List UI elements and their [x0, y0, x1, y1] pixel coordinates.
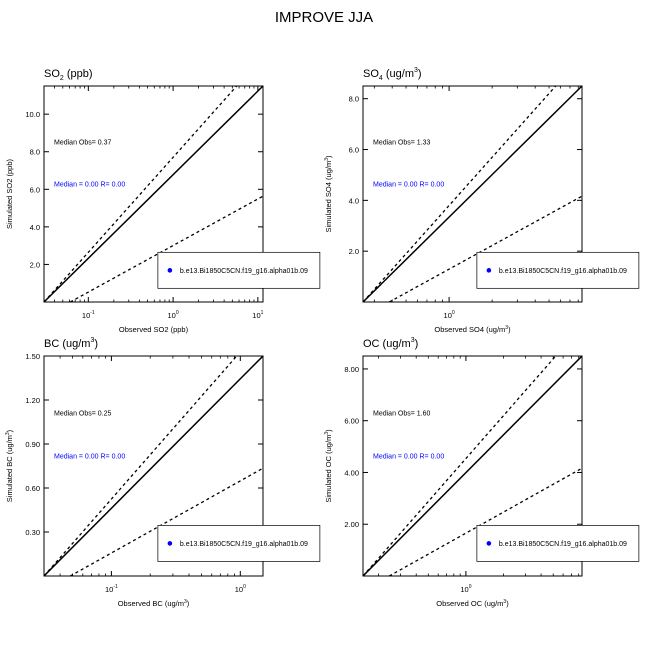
x-axis-label: Observed BC (ug/m3)	[118, 599, 190, 608]
reference-lines	[363, 86, 582, 302]
legend-label: b.e13.Bi1850C5CN.f19_g16.alpha01b.09	[499, 541, 627, 548]
axes-frame	[43, 85, 264, 303]
line-1to2	[388, 195, 582, 302]
axes-frame	[362, 85, 583, 303]
line-1to1	[44, 86, 263, 302]
legend: b.e13.Bi1850C5CN.f19_g16.alpha01b.09	[476, 525, 640, 562]
y-tick-label: 8.0	[30, 148, 40, 157]
x-axis-label: Observed OC (ug/m3)	[436, 599, 509, 608]
legend-box	[476, 251, 640, 289]
y-tick-label: 2.0	[30, 260, 40, 269]
y-tick-label: 8.0	[349, 95, 359, 104]
y-tick-label: 6.0	[349, 146, 359, 155]
y-tick-label: 10.0	[25, 110, 40, 119]
y-tick-label: 4.0	[349, 196, 359, 205]
legend-marker	[167, 268, 173, 273]
median-model-text: Median = 0.00 R= 0.00	[54, 453, 125, 460]
legend-box	[157, 525, 321, 562]
legend: b.e13.Bi1850C5CN.f19_g16.alpha01b.09	[157, 251, 321, 289]
y-tick-label: 6.00	[344, 417, 359, 426]
x-tick-label: 10-1	[82, 310, 95, 320]
y-tick-label: 2.0	[349, 247, 359, 256]
legend-label: b.e13.Bi1850C5CN.f19_g16.alpha01b.09	[499, 268, 627, 275]
panel-title: SO4 (ug/m3)	[363, 67, 422, 82]
line-1to2	[388, 467, 582, 576]
panel-2: 2.0 4.0 6.0 8.0 100 SO4 (ug/m3) Observed SO4 (…	[324, 67, 640, 334]
y-axis-label: Simulated OC (ug/m3)	[324, 429, 333, 503]
x-axis-label: Observed SO2 (ppb)	[119, 325, 189, 334]
y-tick-label: 1.50	[25, 352, 40, 361]
legend: b.e13.Bi1850C5CN.f19_g16.alpha01b.09	[157, 525, 321, 562]
reference-lines	[44, 86, 263, 302]
x-tick-label: 100	[444, 310, 455, 320]
y-tick-label: 6.0	[30, 185, 40, 194]
line-2to1	[44, 356, 238, 576]
median-obs-text: Median Obs= 0.37	[54, 139, 112, 146]
y-axis-label: Simulated SO4 (ug/m3)	[324, 155, 333, 232]
y-tick-label: 4.0	[30, 223, 40, 232]
line-2to1	[363, 356, 557, 576]
x-tick-label: 10-1	[105, 584, 118, 594]
x-tick-label: 100	[460, 584, 471, 594]
y-tick-label: 0.30	[25, 528, 40, 537]
y-tick-label: 8.00	[344, 365, 359, 374]
legend-marker	[486, 268, 492, 273]
y-tick-label: 4.00	[344, 468, 359, 477]
figure-title: IMPROVE JJA	[274, 9, 374, 26]
line-2to1	[44, 86, 238, 302]
legend-box	[157, 251, 321, 289]
panel-title: OC (ug/m3)	[363, 337, 418, 350]
legend-label: b.e13.Bi1850C5CN.f19_g16.alpha01b.09	[180, 268, 308, 275]
line-1to1	[363, 356, 582, 576]
legend: b.e13.Bi1850C5CN.f19_g16.alpha01b.09	[476, 251, 640, 289]
x-tick-label: 100	[235, 584, 246, 594]
y-axis-label: Simulated SO2 (ppb)	[5, 158, 14, 229]
median-model-text: Median = 0.00 R= 0.00	[54, 181, 125, 188]
panel-title: SO2 (ppb)	[44, 68, 93, 82]
y-axis-label: Simulated BC (ug/m3)	[5, 429, 14, 502]
legend-marker	[486, 541, 492, 546]
median-obs-text: Median Obs= 1.60	[373, 410, 431, 417]
x-tick-label: 100	[168, 310, 179, 320]
line-1to2	[69, 195, 263, 302]
y-tick-label: 0.90	[25, 440, 40, 449]
y-tick-label: 2.00	[344, 520, 359, 529]
median-obs-text: Median Obs= 1.33	[373, 139, 431, 146]
panel-4: 2.00 4.00 6.00 8.00 100 OC (ug/m3) Observed OC…	[324, 337, 640, 608]
x-axis-label: Observed SO4 (ug/m3)	[434, 325, 511, 334]
panel-title: BC (ug/m3)	[44, 337, 98, 350]
median-model-text: Median = 0.00 R= 0.00	[373, 181, 444, 188]
legend-box	[476, 525, 640, 562]
x-tick-label: 101	[252, 310, 263, 320]
axes-frame	[362, 355, 583, 577]
line-1to1	[363, 86, 582, 302]
line-1to2	[69, 467, 263, 576]
legend-marker	[167, 541, 173, 546]
y-tick-label: 1.20	[25, 396, 40, 405]
panel-3: 0.30 0.60 0.90 1.20 1.50 10-1 100 BC (ug/m3) Obs…	[5, 337, 321, 608]
median-obs-text: Median Obs= 0.25	[54, 410, 112, 417]
reference-lines	[363, 356, 582, 576]
reference-lines	[44, 356, 263, 576]
panel-1: 2.0 4.0 6.0 8.0 10.0 10-1 100 101 SO2 (ppb) Obser…	[5, 68, 321, 334]
line-2to1	[363, 86, 557, 302]
line-1to1	[44, 356, 263, 576]
legend-label: b.e13.Bi1850C5CN.f19_g16.alpha01b.09	[180, 541, 308, 548]
axes-frame	[43, 355, 264, 577]
median-model-text: Median = 0.00 R= 0.00	[373, 453, 444, 460]
y-tick-label: 0.60	[25, 484, 40, 493]
